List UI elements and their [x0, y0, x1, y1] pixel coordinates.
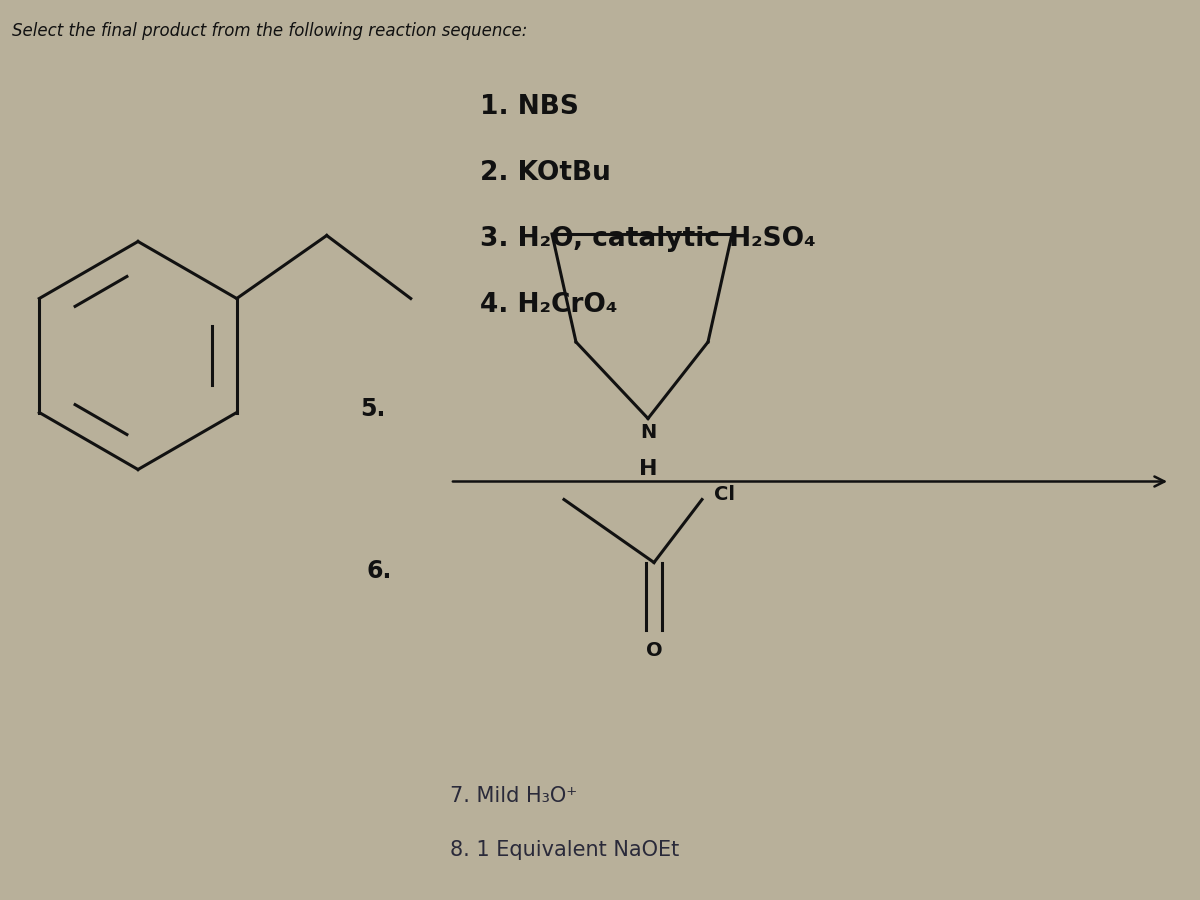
Text: 7. Mild H₃O⁺: 7. Mild H₃O⁺	[450, 787, 577, 806]
Text: 1. NBS: 1. NBS	[480, 94, 578, 121]
Text: O: O	[646, 641, 662, 660]
Text: 4. H₂CrO₄: 4. H₂CrO₄	[480, 292, 618, 318]
Text: 3. H₂O, catalytic H₂SO₄: 3. H₂O, catalytic H₂SO₄	[480, 226, 816, 252]
Text: Select the final product from the following reaction sequence:: Select the final product from the follow…	[12, 22, 527, 40]
Text: H: H	[638, 459, 658, 479]
Text: 2. KOtBu: 2. KOtBu	[480, 160, 611, 186]
Text: 5.: 5.	[360, 398, 385, 421]
Text: N: N	[640, 423, 656, 442]
Text: 8. 1 Equivalent NaOEt: 8. 1 Equivalent NaOEt	[450, 841, 679, 860]
Text: Cl: Cl	[714, 485, 736, 505]
Text: 6.: 6.	[366, 560, 391, 583]
